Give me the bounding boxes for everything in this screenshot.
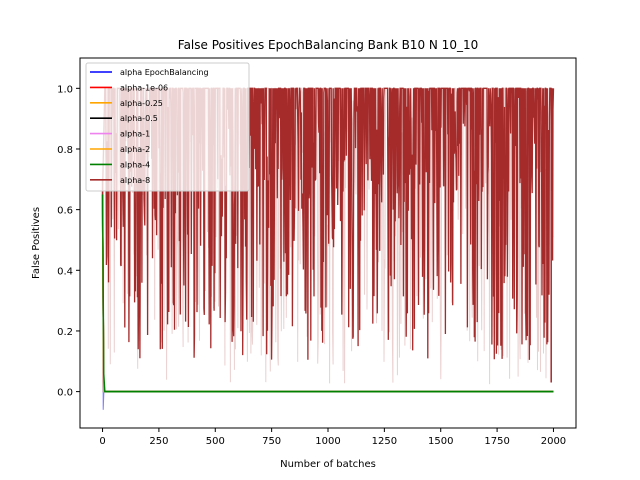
x-tick-label: 500 — [206, 436, 225, 447]
legend-label: alpha EpochBalancing — [120, 68, 209, 77]
legend-label: alpha-1e-06 — [120, 83, 168, 92]
x-tick-label: 1000 — [315, 436, 340, 447]
x-tick-label: 0 — [99, 436, 105, 447]
x-tick-label: 750 — [262, 436, 281, 447]
legend-label: alpha-0.25 — [120, 99, 163, 108]
legend-label: alpha-0.5 — [120, 114, 158, 123]
y-tick-label: 0.0 — [57, 388, 73, 399]
x-tick-label: 250 — [149, 436, 168, 447]
legend-label: alpha-1 — [120, 130, 150, 139]
y-tick-label: 1.0 — [57, 84, 73, 95]
y-tick-label: 0.8 — [57, 145, 73, 156]
y-axis-ticks: 0.0 0.2 0.4 0.6 0.8 1.0 — [57, 84, 80, 399]
y-tick-label: 0.4 — [57, 266, 73, 277]
x-axis-title: Number of batches — [280, 459, 376, 470]
legend-label: alpha-4 — [120, 160, 150, 169]
y-tick-label: 0.6 — [57, 206, 73, 217]
x-tick-label: 1250 — [372, 436, 397, 447]
legend-frame — [85, 62, 250, 192]
chart-title: False Positives EpochBalancing Bank B10 … — [178, 38, 478, 52]
legend-label: alpha-8 — [120, 176, 150, 185]
y-axis-title: False Positives — [31, 207, 42, 279]
x-tick-label: 2000 — [541, 436, 566, 447]
legend-label: alpha-2 — [120, 145, 150, 154]
y-tick-label: 0.2 — [57, 327, 73, 338]
legend: alpha EpochBalancing alpha-1e-06 alpha-0.2… — [85, 62, 250, 192]
x-tick-label: 1500 — [428, 436, 453, 447]
x-tick-label: 1750 — [484, 436, 509, 447]
x-axis-ticks: 0 250 500 750 1000 1250 1500 1750 2000 — [99, 428, 566, 447]
